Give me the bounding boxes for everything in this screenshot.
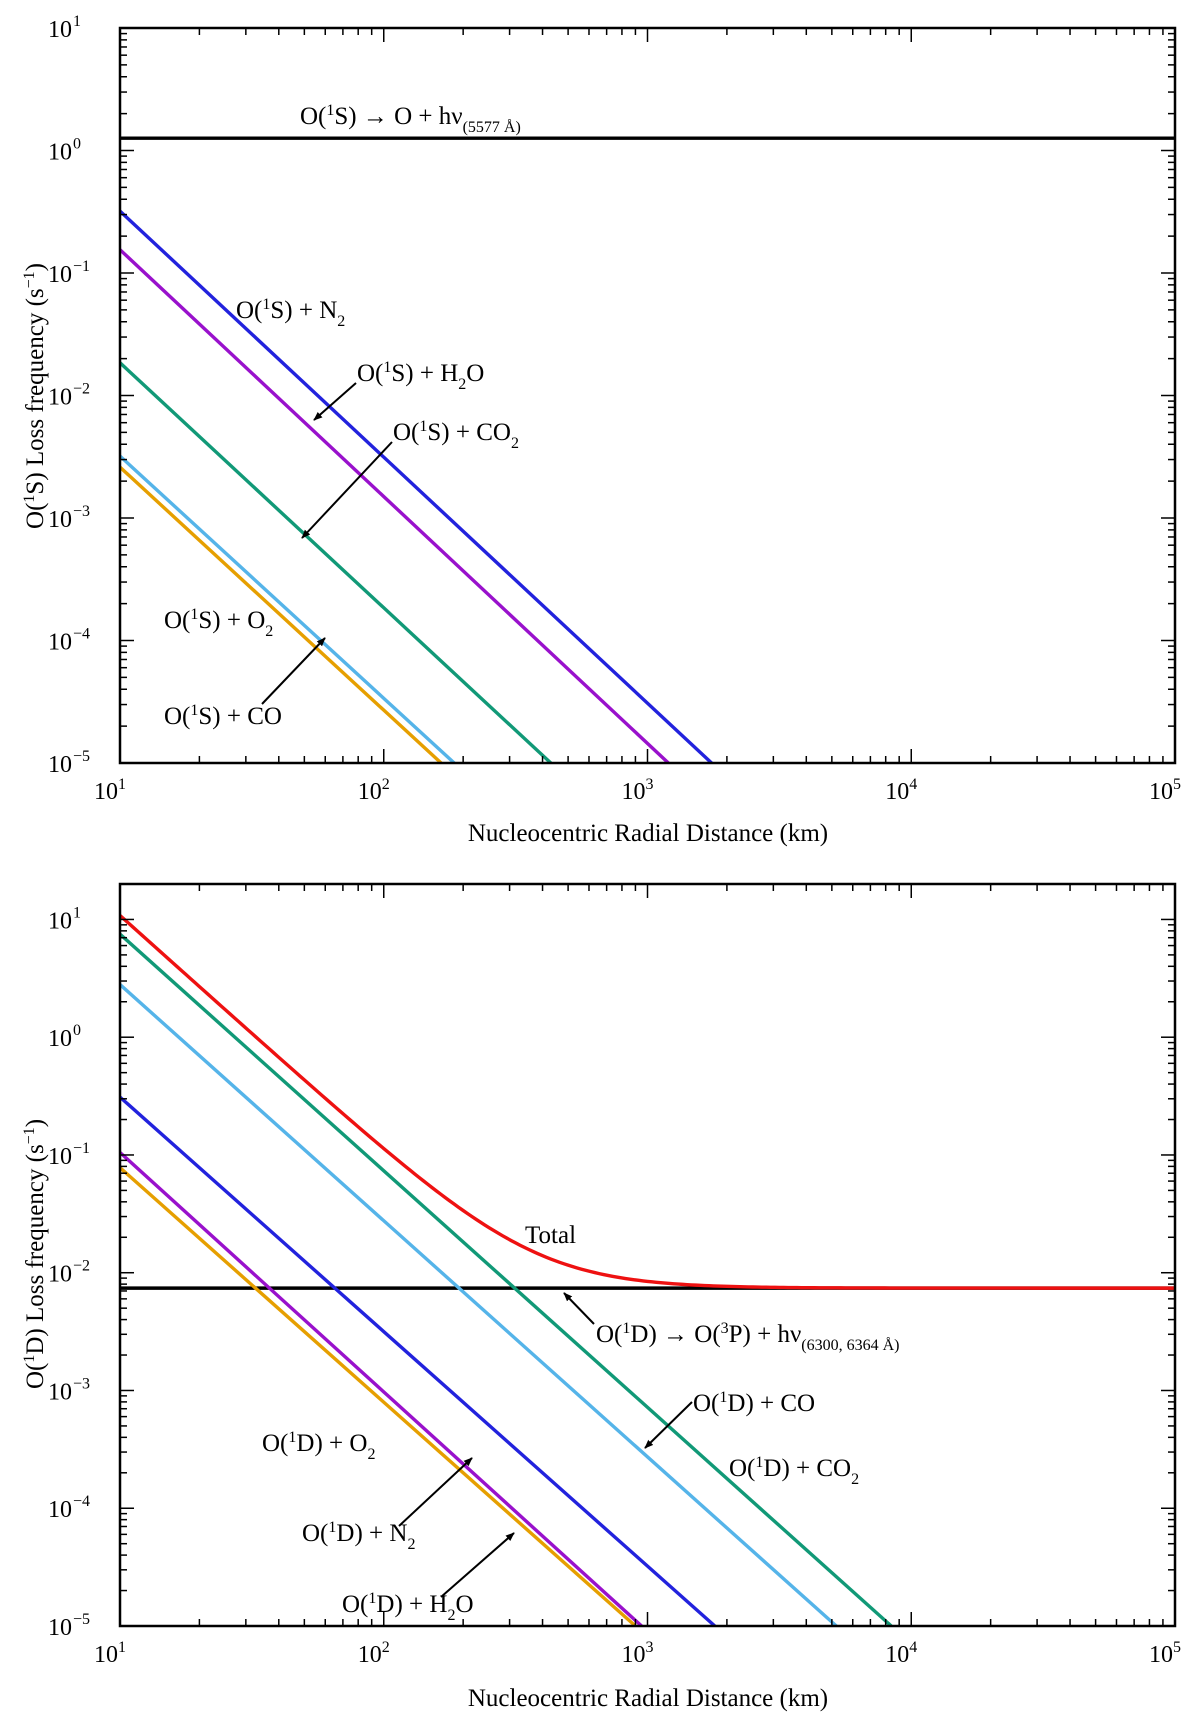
top-x-tick-label: 101 (94, 776, 126, 805)
top-arrow-o2-co (261, 637, 326, 705)
top-x-tick-label: 104 (885, 776, 917, 805)
top-y-tick-label: 10 (48, 140, 72, 166)
bottom-series-total (120, 914, 1175, 1290)
top-series-o-s-co (120, 465, 443, 763)
bottom-label-n2: O(1D) + N2 (302, 1519, 415, 1553)
top-series-o-s-h-o (120, 248, 670, 763)
top-label-n2: O(1S) + N2 (236, 296, 345, 330)
bottom-label-co: O(1D) + CO (693, 1389, 815, 1417)
top-y-tick-label: 10 (48, 262, 72, 288)
bottom-y-tick-exponent: 0 (73, 1022, 81, 1039)
top-y-tick-label: 10 (48, 752, 72, 778)
top-plot-frame (118, 26, 1177, 765)
top-arrow-co2 (301, 441, 393, 539)
top-label-co2: O(1S) + CO2 (393, 418, 519, 452)
top-y-tick-label: 10 (48, 385, 72, 411)
bottom-y-tick-exponent: 1 (73, 904, 81, 921)
bottom-x-tick-label: 103 (622, 1639, 654, 1668)
bottom-x-tick-label: 105 (1149, 1639, 1181, 1668)
top-y-axis-label: O(1S) Loss frequency (s−1) (21, 263, 49, 529)
bottom-y-tick-exponent: −2 (73, 1258, 90, 1275)
bottom-y-tick-label: 10 (48, 1615, 72, 1641)
top-y-tick-exponent: −3 (73, 503, 90, 520)
bottom-series-o-d-co (120, 932, 893, 1626)
bottom-y-tick-label: 10 (48, 1497, 72, 1523)
bottom-label-radiative: O(1D) → O(3P) + hν(6300, 6364 Å) (596, 1320, 900, 1354)
bottom-arrow-h2o (440, 1532, 515, 1598)
top-arrow-h2o (313, 382, 357, 421)
bottom-arrow-n2 (398, 1457, 473, 1527)
top-y-tick-exponent: −1 (73, 258, 90, 275)
bottom-series-o-d-h-o (120, 1151, 643, 1626)
top-x-tick-label: 102 (358, 776, 390, 805)
bottom-y-tick-label: 10 (48, 1262, 72, 1288)
top-y-tick-label: 10 (48, 17, 72, 43)
top-curves (120, 136, 1175, 763)
top-label-co: O(1S) + CO (164, 702, 282, 730)
top-y-tick-label: 10 (48, 507, 72, 533)
bottom-y-axis-label: O(1D) Loss frequency (s−1) (21, 1119, 49, 1389)
bottom-arrow-co (644, 1401, 693, 1449)
bottom-label-co2: O(1D) + CO2 (729, 1454, 859, 1488)
top-label-radiative: O(1S) → O + hν(5577 Å) (300, 102, 521, 136)
bottom-y-tick-label: 10 (48, 1026, 72, 1052)
bottom-label-h2o: O(1D) + H2O (342, 1590, 474, 1624)
bottom-y-tick-label: 10 (48, 1379, 72, 1405)
top-y-tick-exponent: 1 (73, 13, 81, 30)
bottom-x-tick-label: 104 (885, 1639, 917, 1668)
top-x-tick-label: 103 (622, 776, 654, 805)
bottom-y-tick-label: 10 (48, 908, 72, 934)
bottom-y-tick-exponent: −3 (73, 1375, 90, 1392)
bottom-y-tick-exponent: −4 (73, 1493, 90, 1510)
top-y-tick-label: 10 (48, 630, 72, 656)
bottom-ticks (119, 883, 1176, 1627)
top-y-tick-exponent: −4 (73, 626, 90, 643)
top-y-tick-exponent: 0 (73, 136, 81, 153)
top-series-o-s-o (120, 454, 456, 763)
bottom-arrow-radiative (563, 1292, 595, 1325)
top-series-o-s-n (120, 209, 713, 763)
bottom-y-tick-exponent: −1 (73, 1140, 90, 1157)
bottom-series-o-d-n (120, 1095, 716, 1626)
bottom-x-tick-label: 101 (94, 1639, 126, 1668)
bottom-label-total: Total (525, 1222, 576, 1249)
bottom-curves (120, 914, 1175, 1626)
bottom-series-o-d-o (120, 1166, 637, 1626)
top-x-axis-label: Nucleocentric Radial Distance (km) (468, 820, 828, 847)
top-y-tick-exponent: −5 (73, 748, 90, 765)
bottom-x-axis-label: Nucleocentric Radial Distance (km) (468, 1685, 828, 1712)
bottom-plot-frame (118, 882, 1177, 1628)
top-label-o2: O(1S) + O2 (164, 606, 273, 640)
bottom-x-tick-label: 102 (358, 1639, 390, 1668)
bottom-y-tick-label: 10 (48, 1144, 72, 1170)
top-y-tick-exponent: −2 (73, 381, 90, 398)
bottom-series-o-d-co (120, 983, 838, 1626)
top-x-tick-label: 105 (1149, 776, 1181, 805)
top-series-o-s-co (120, 361, 552, 763)
bottom-y-tick-exponent: −5 (73, 1611, 90, 1628)
top-label-h2o: O(1S) + H2O (357, 359, 484, 393)
bottom-label-o2: O(1D) + O2 (262, 1429, 375, 1463)
